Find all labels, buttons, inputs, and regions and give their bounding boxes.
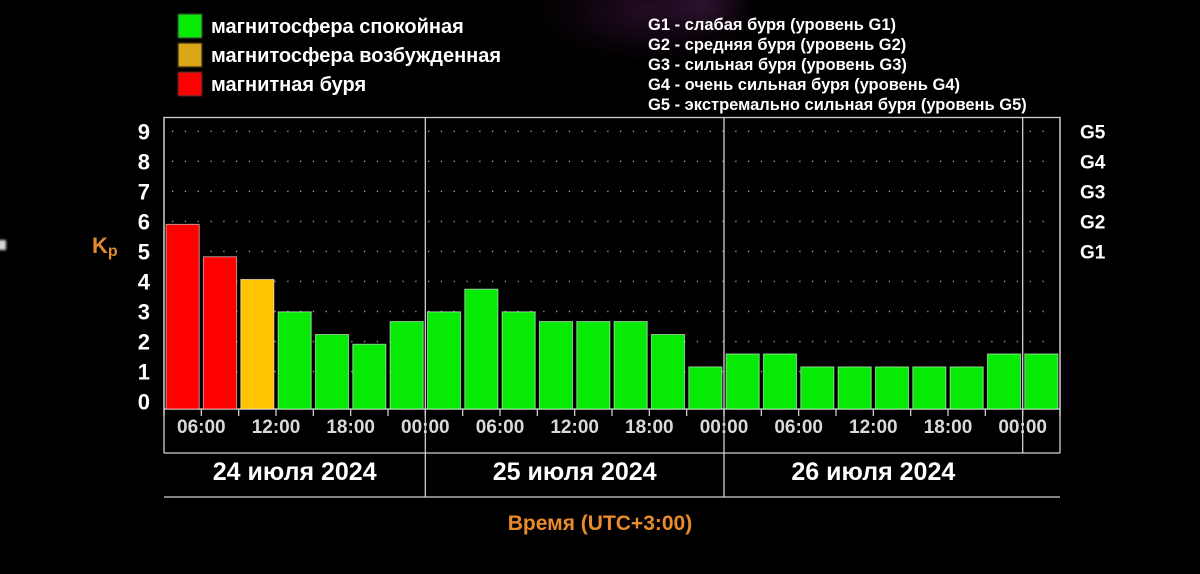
svg-text:5: 5 xyxy=(138,239,150,264)
svg-text:3: 3 xyxy=(138,300,150,325)
svg-text:G1: G1 xyxy=(1080,242,1106,263)
svg-text:8: 8 xyxy=(138,149,150,174)
svg-text:7: 7 xyxy=(138,179,150,204)
svg-text:18:00: 18:00 xyxy=(326,417,375,438)
svg-text:12:00: 12:00 xyxy=(252,417,301,438)
svg-text:2: 2 xyxy=(138,330,150,355)
svg-text:6: 6 xyxy=(138,209,150,234)
svg-text:06:00: 06:00 xyxy=(177,417,226,438)
svg-text:G5: G5 xyxy=(1080,122,1106,143)
svg-text:12:00: 12:00 xyxy=(849,417,898,438)
svg-text:25 июля 2024: 25 июля 2024 xyxy=(493,458,657,486)
svg-text:24 июля 2024: 24 июля 2024 xyxy=(213,458,377,486)
svg-text:26 июля 2024: 26 июля 2024 xyxy=(791,458,955,486)
svg-text:G4: G4 xyxy=(1080,152,1106,173)
svg-text:12:00: 12:00 xyxy=(550,417,599,438)
svg-text:00:00: 00:00 xyxy=(700,417,749,438)
svg-text:4: 4 xyxy=(138,269,151,294)
svg-text:9: 9 xyxy=(138,119,150,144)
svg-text:0: 0 xyxy=(138,390,150,415)
svg-text:1: 1 xyxy=(138,360,150,385)
svg-text:18:00: 18:00 xyxy=(924,417,973,438)
svg-text:00:00: 00:00 xyxy=(401,417,450,438)
svg-text:18:00: 18:00 xyxy=(625,417,674,438)
svg-text:06:00: 06:00 xyxy=(774,417,823,438)
svg-text:06:00: 06:00 xyxy=(476,417,525,438)
svg-text:G2: G2 xyxy=(1080,212,1105,233)
svg-text:G3: G3 xyxy=(1080,182,1105,203)
svg-text:00:00: 00:00 xyxy=(998,417,1047,438)
